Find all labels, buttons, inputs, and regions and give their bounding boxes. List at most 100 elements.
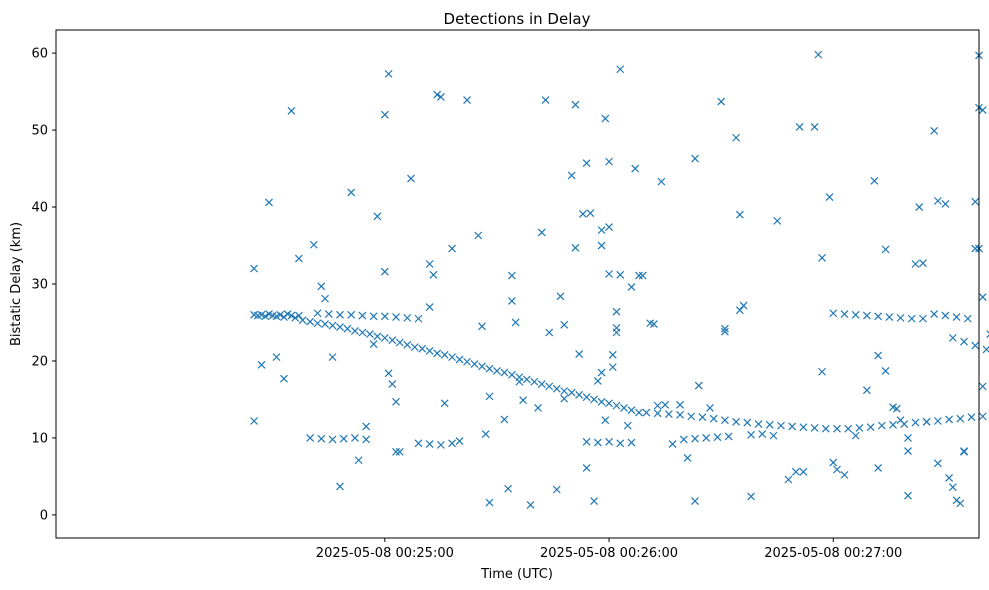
data-point — [605, 223, 613, 231]
y-axis-label: Bistatic Delay (km) — [9, 222, 24, 346]
data-point — [986, 330, 989, 338]
data-point — [395, 338, 404, 347]
data-point — [515, 377, 524, 386]
data-point — [743, 418, 752, 427]
data-point — [833, 465, 841, 474]
data-point — [840, 310, 849, 318]
data-point — [702, 434, 711, 442]
data-point — [582, 393, 591, 402]
x-tick-label: 2025-05-08 00:26:00 — [540, 546, 678, 561]
data-point — [392, 447, 400, 456]
data-point — [448, 244, 457, 253]
data-point — [309, 240, 318, 249]
data-point — [713, 433, 722, 442]
data-point — [691, 497, 699, 505]
data-point — [601, 416, 610, 425]
data-point — [522, 375, 531, 384]
data-point — [257, 360, 266, 369]
data-point — [388, 380, 397, 388]
y-tick-label: 30 — [31, 278, 48, 293]
data-point — [717, 97, 726, 106]
data-point — [388, 336, 397, 345]
data-point — [433, 90, 442, 99]
data-point — [851, 431, 860, 440]
data-point — [874, 464, 883, 472]
data-point — [930, 310, 939, 318]
data-point — [616, 439, 625, 448]
data-point — [567, 171, 576, 180]
data-point — [919, 259, 927, 268]
data-point — [339, 434, 348, 443]
y-tick-label: 50 — [31, 124, 48, 139]
data-point — [556, 292, 565, 301]
data-point — [582, 159, 591, 168]
data-point — [896, 313, 905, 322]
data-point — [810, 424, 819, 432]
data-point — [788, 422, 797, 431]
plot-area — [56, 30, 979, 538]
data-point — [429, 270, 438, 279]
data-point — [881, 367, 890, 375]
data-point — [321, 294, 329, 303]
data-point — [724, 432, 733, 441]
data-point — [866, 423, 875, 432]
data-point — [593, 438, 602, 447]
data-point — [930, 126, 939, 135]
data-point — [362, 422, 371, 431]
data-point — [507, 297, 516, 305]
data-point — [276, 310, 285, 319]
data-point — [425, 303, 434, 312]
data-point — [440, 350, 449, 359]
data-point — [960, 447, 968, 455]
data-point — [739, 301, 748, 310]
data-point — [336, 310, 344, 319]
data-point — [380, 110, 389, 119]
data-point — [537, 228, 546, 237]
data-point — [597, 226, 606, 235]
data-point — [732, 417, 741, 426]
data-point — [720, 327, 729, 336]
data-point — [657, 177, 666, 186]
data-point — [683, 454, 692, 462]
data-point — [791, 467, 800, 476]
data-point — [578, 210, 587, 218]
data-point — [948, 483, 957, 492]
data-point — [777, 421, 785, 430]
data-point — [313, 319, 322, 328]
data-point — [732, 133, 741, 142]
data-point — [250, 417, 258, 425]
data-point — [612, 307, 621, 316]
data-point — [597, 241, 606, 250]
data-point — [403, 313, 412, 322]
y-tick-label: 10 — [31, 431, 48, 446]
data-point — [758, 430, 767, 439]
data-point — [294, 311, 303, 320]
data-point — [616, 270, 625, 279]
data-point — [642, 408, 651, 417]
data-point — [336, 482, 344, 491]
data-point — [635, 271, 643, 280]
data-point — [507, 271, 516, 280]
data-point — [448, 439, 457, 448]
data-point — [552, 384, 561, 393]
data-point — [911, 418, 920, 427]
data-point — [597, 397, 606, 406]
data-point — [676, 410, 684, 419]
data-point — [941, 200, 950, 208]
data-point — [896, 416, 905, 425]
data-point — [620, 403, 628, 412]
data-point — [963, 314, 972, 323]
data-point — [582, 437, 591, 446]
data-point — [978, 382, 987, 391]
data-point — [582, 464, 591, 472]
x-tick-label: 2025-05-08 00:27:00 — [764, 546, 902, 561]
data-point — [545, 382, 554, 391]
data-point — [941, 311, 950, 320]
data-point — [321, 320, 329, 328]
data-point — [414, 439, 423, 448]
y-tick-label: 0 — [40, 508, 48, 523]
data-point — [668, 440, 677, 449]
data-point — [380, 312, 389, 321]
data-point — [485, 364, 494, 373]
data-point — [694, 381, 703, 390]
